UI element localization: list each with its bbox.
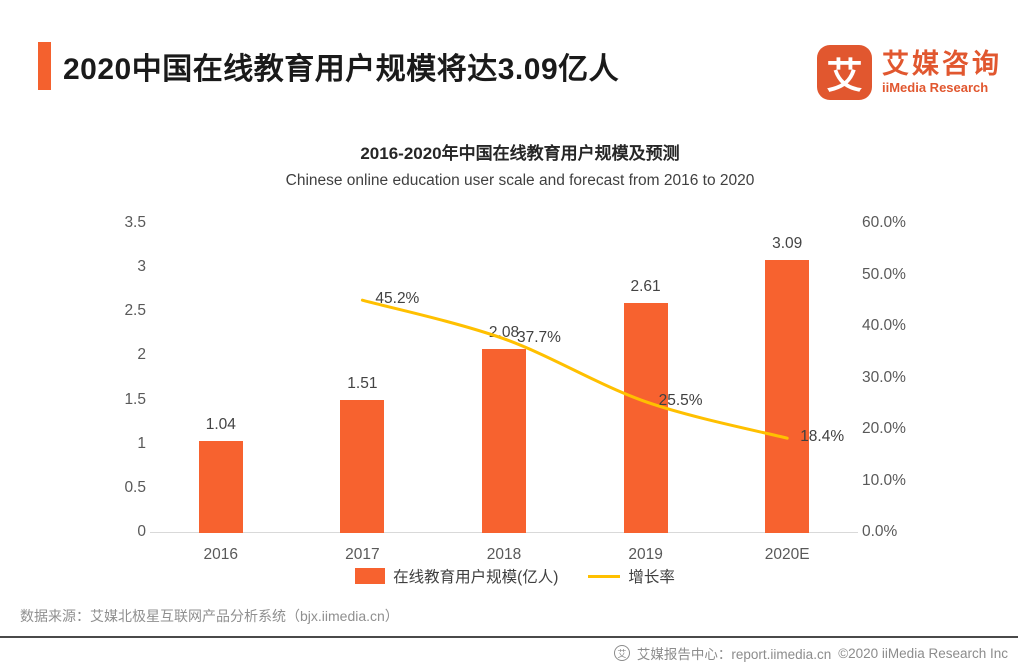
x-axis-category-label: 2019	[628, 546, 663, 563]
logo-name-en: iiMedia Research	[882, 80, 989, 95]
legend-item: 增长率	[588, 565, 675, 587]
bar	[482, 349, 526, 533]
y-axis-tick-right: 30.0%	[862, 368, 906, 386]
chart-legend: 在线教育用户规模(亿人) 增长率	[150, 565, 880, 587]
y-axis-tick-left: 3	[137, 258, 146, 276]
legend-bar-swatch	[355, 568, 386, 584]
chart-subtitle: Chinese online education user scale and …	[285, 172, 755, 189]
x-axis-category-label: 2017	[345, 546, 380, 563]
chart-title: 2016-2020年中国在线教育用户规模及预测	[360, 144, 680, 163]
growth-rate-label: 18.4%	[800, 428, 845, 446]
footer-report-center: 艾媒报告中心：report.iimedia.cn	[636, 647, 832, 662]
growth-rate-label: 45.2%	[375, 290, 420, 308]
iimedia-logo: 艾 艾媒咨询 iiMedia Research	[817, 45, 1002, 100]
bar	[198, 441, 243, 533]
data-source-note: 数据来源：艾媒北极星互联网产品分析系统（bjx.iimedia.cn）	[20, 608, 399, 624]
iimedia-logo-icon: 艾	[817, 45, 872, 100]
legend-label: 增长率	[628, 569, 675, 586]
bar-value-label: 1.04	[205, 416, 236, 434]
bar	[623, 302, 668, 533]
footer-copyright: ©2020 iiMedia Research Inc	[838, 645, 1008, 661]
footer: 艾 艾媒报告中心：report.iimedia.cn ©2020 iiMedia…	[613, 643, 1008, 663]
y-axis-tick-left: 1.5	[124, 390, 146, 408]
footer-divider	[0, 636, 1018, 638]
y-axis-tick-left: 0.5	[124, 478, 146, 496]
bar-value-label: 2.61	[630, 277, 661, 295]
x-axis-category-label: 2018	[486, 546, 522, 563]
y-axis-tick-right: 20.0%	[862, 420, 906, 437]
growth-rate-label: 37.7%	[517, 328, 561, 346]
y-axis-tick-right: 50.0%	[862, 265, 906, 283]
y-axis-tick-left: 2	[137, 346, 146, 364]
title-accent-bar	[38, 42, 51, 90]
y-axis-tick-right: 10.0%	[862, 471, 906, 489]
legend-line-swatch	[588, 574, 621, 578]
y-axis-tick-right: 0.0%	[862, 523, 898, 540]
logo-name-cn: 艾媒咨询	[882, 49, 1002, 79]
bar	[765, 260, 810, 533]
y-axis-tick-left: 3.5	[124, 214, 146, 231]
y-axis-tick-right: 40.0%	[862, 317, 906, 334]
bar	[340, 399, 385, 533]
y-axis-tick-left: 2.5	[124, 302, 146, 320]
y-axis-tick-left: 1	[137, 434, 146, 452]
y-axis-tick-right: 60.0%	[862, 214, 906, 231]
legend-label: 在线教育用户规模(亿人)	[393, 569, 559, 586]
x-axis-category-label: 2016	[203, 546, 239, 563]
bar-value-label: 1.51	[347, 374, 378, 392]
logo-text-block: 艾媒咨询 iiMedia Research	[882, 49, 1002, 96]
x-axis-category-label: 2020E	[764, 546, 810, 563]
legend-item: 在线教育用户规模(亿人)	[355, 565, 558, 587]
bar-value-label: 3.09	[772, 235, 803, 253]
y-axis-tick-left: 0	[137, 523, 146, 540]
growth-rate-label: 25.5%	[658, 391, 703, 409]
iimedia-footer-icon: 艾	[613, 645, 630, 661]
page-title: 2020中国在线教育用户规模将达3.09亿人	[63, 53, 620, 86]
